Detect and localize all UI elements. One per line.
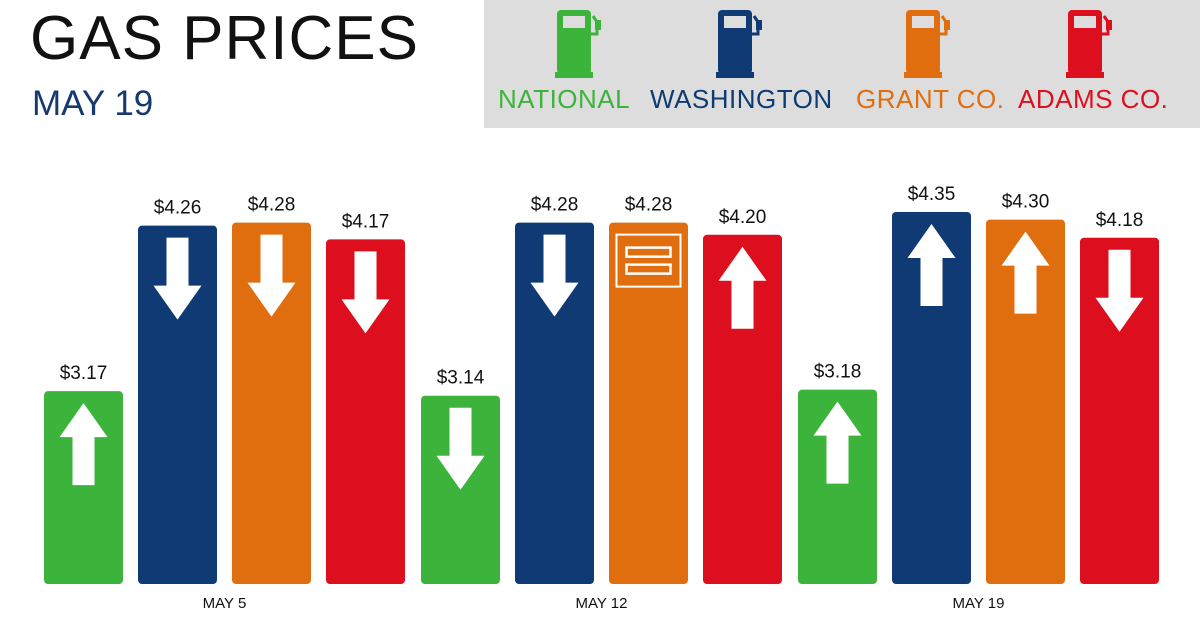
price-label-washington-may-19: $4.35 xyxy=(908,184,956,205)
arrow-up-icon xyxy=(1001,231,1050,314)
legend-label-washington: WASHINGTON xyxy=(650,84,833,114)
price-label-grant-co-may-5: $4.28 xyxy=(248,195,296,216)
bar-grant-co-may-5 xyxy=(232,222,311,584)
arrow-up-icon xyxy=(813,401,862,484)
page-title: GAS PRICES xyxy=(30,4,419,73)
arrow-down-icon xyxy=(341,251,390,334)
legend-item-grant: GRANT CO. xyxy=(854,0,1014,128)
gas-pump-icon xyxy=(904,10,950,78)
arrow-down-icon xyxy=(1095,249,1144,332)
bar-adams-co-may-12 xyxy=(703,234,782,584)
category-label-may-5: MAY 5 xyxy=(203,595,247,612)
legend-item-adams: ADAMS CO. xyxy=(1016,0,1176,128)
bar-grant-co-may-12 xyxy=(609,222,688,584)
price-label-adams-co-may-12: $4.20 xyxy=(719,207,767,228)
legend-label-grant: GRANT CO. xyxy=(856,84,1005,114)
arrow-down-icon xyxy=(247,234,296,317)
legend-label-adams: ADAMS CO. xyxy=(1018,84,1169,114)
category-label-may-19: MAY 19 xyxy=(953,595,1005,612)
page-subtitle: MAY 19 xyxy=(32,84,154,123)
price-label-national-may-19: $3.18 xyxy=(814,362,862,383)
arrow-up-icon xyxy=(59,403,108,486)
price-label-grant-co-may-12: $4.28 xyxy=(625,195,673,216)
bar-grant-co-may-19 xyxy=(986,219,1065,584)
price-label-adams-co-may-19: $4.18 xyxy=(1096,210,1144,231)
arrow-up-icon xyxy=(718,246,767,329)
arrow-down-icon xyxy=(436,407,485,490)
price-label-adams-co-may-5: $4.17 xyxy=(342,211,390,232)
gas-pump-icon xyxy=(716,10,762,78)
legend: NATIONAL WASHINGTON GRANT CO. ADAMS xyxy=(484,0,1200,128)
bar-national-may-12 xyxy=(421,395,500,584)
bar-adams-co-may-19 xyxy=(1080,237,1159,584)
gas-pump-icon xyxy=(555,10,601,78)
price-label-national-may-12: $3.14 xyxy=(437,368,485,389)
bar-national-may-5 xyxy=(44,391,123,584)
arrow-down-icon xyxy=(530,234,579,317)
legend-label-national: NATIONAL xyxy=(498,84,631,114)
price-label-national-may-5: $3.17 xyxy=(60,363,108,384)
arrow-down-icon xyxy=(153,237,202,320)
bar-washington-may-19 xyxy=(892,212,971,584)
bar-national-may-19 xyxy=(798,389,877,584)
price-label-washington-may-5: $4.26 xyxy=(154,198,202,219)
gas-pump-icon xyxy=(1066,10,1112,78)
arrow-up-icon xyxy=(907,224,956,306)
bar-adams-co-may-5 xyxy=(326,239,405,584)
equals-icon xyxy=(615,233,682,288)
category-label-may-12: MAY 12 xyxy=(576,595,628,612)
legend-item-washington: WASHINGTON xyxy=(648,0,838,128)
price-label-washington-may-12: $4.28 xyxy=(531,195,579,216)
price-label-grant-co-may-19: $4.30 xyxy=(1002,192,1050,213)
legend-item-national: NATIONAL xyxy=(498,0,648,128)
bar-washington-may-5 xyxy=(138,225,217,584)
bar-washington-may-12 xyxy=(515,222,594,584)
